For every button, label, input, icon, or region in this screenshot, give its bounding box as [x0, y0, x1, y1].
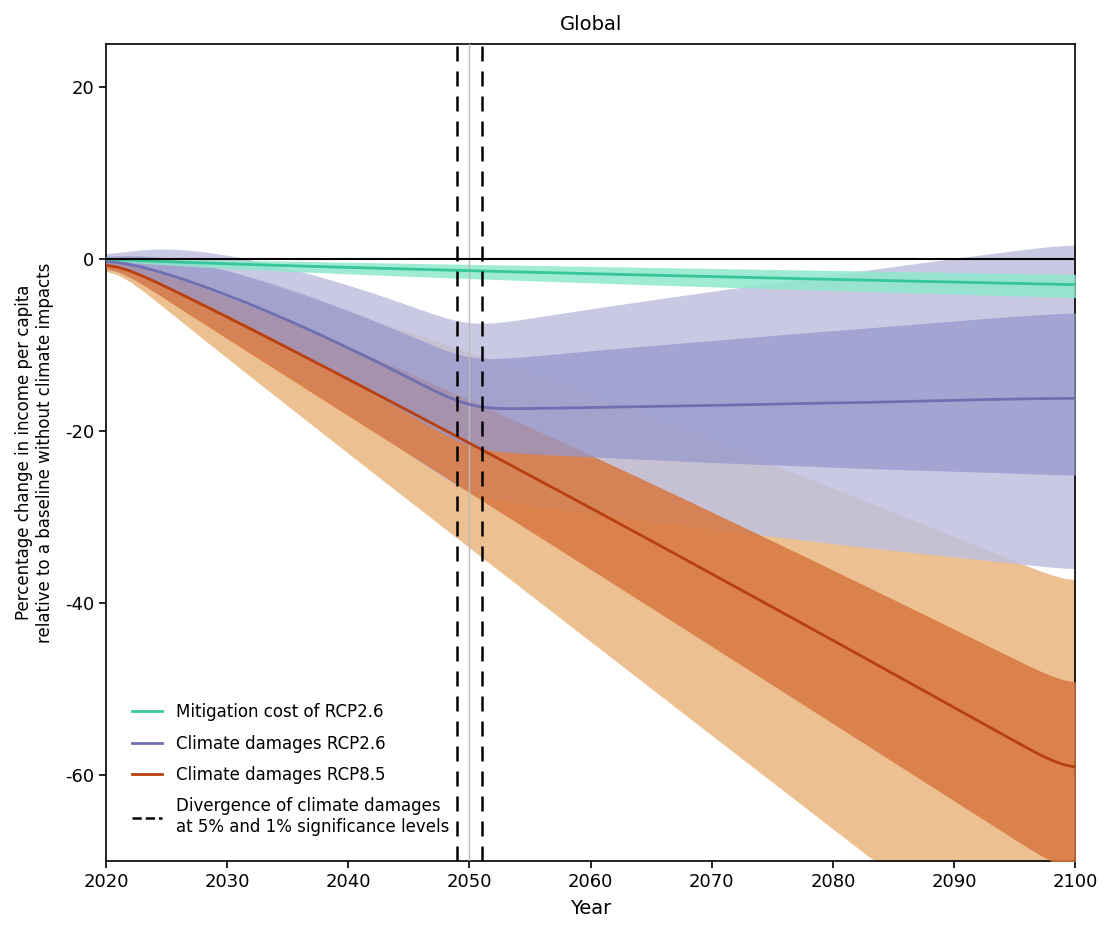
Title: Global: Global — [560, 15, 622, 34]
Legend: Mitigation cost of RCP2.6, Climate damages RCP2.6, Climate damages RCP8.5, Diver: Mitigation cost of RCP2.6, Climate damag… — [124, 695, 457, 844]
Y-axis label: Percentage change in income per capita
relative to a baseline without climate im: Percentage change in income per capita r… — [14, 262, 53, 643]
X-axis label: Year: Year — [570, 899, 611, 918]
